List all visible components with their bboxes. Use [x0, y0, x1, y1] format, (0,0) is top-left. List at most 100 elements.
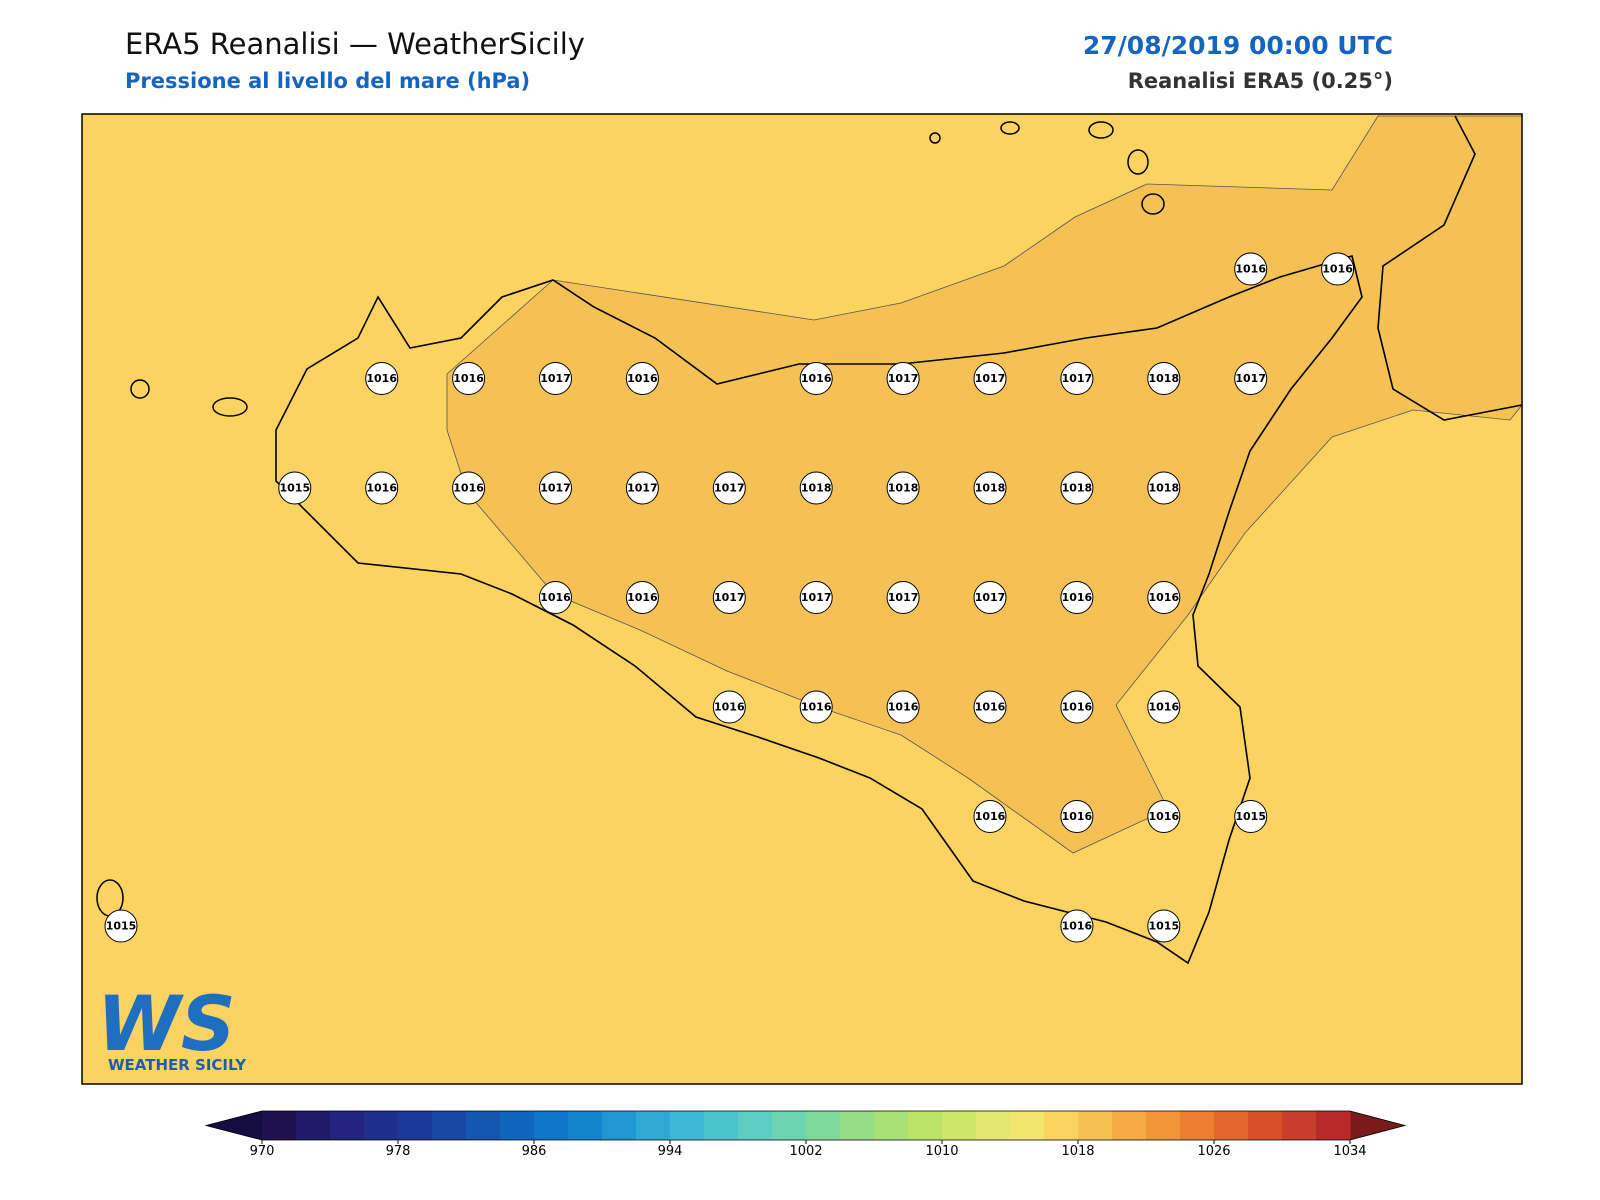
- colorbar-tick-label: 978: [386, 1144, 411, 1159]
- pressure-label: 1017: [714, 591, 745, 604]
- colorbar-bin: [1316, 1111, 1351, 1140]
- colorbar-tick-label: 1002: [789, 1144, 822, 1159]
- colorbar-bin: [908, 1111, 943, 1140]
- grid-marker: [799, 581, 833, 614]
- pressure-label: 1018: [801, 482, 832, 495]
- colorbar-tick-label: 970: [250, 1144, 275, 1159]
- grid-marker: [799, 471, 833, 505]
- colorbar-bin: [330, 1111, 365, 1140]
- colorbar-bin: [806, 1111, 841, 1140]
- grid-marker: [973, 690, 1007, 724]
- subtitle: Pressione al livello del mare (hPa): [125, 69, 530, 93]
- pressure-label: 1017: [1235, 372, 1266, 385]
- pressure-label: 1015: [1148, 920, 1179, 933]
- grid-marker: [278, 471, 312, 505]
- grid-marker: [365, 362, 399, 395]
- pressure-label: 1016: [1235, 263, 1266, 276]
- logo-text: WS: [97, 979, 236, 1068]
- pressure-label: 1017: [627, 482, 658, 495]
- pressure-label: 1016: [453, 482, 484, 495]
- pressure-label: 1016: [975, 701, 1006, 714]
- pressure-label: 1016: [888, 701, 919, 714]
- pressure-label: 1016: [975, 810, 1006, 823]
- pressure-label: 1016: [801, 372, 832, 385]
- grid-marker: [973, 471, 1007, 505]
- pressure-label: 1016: [1062, 591, 1093, 604]
- grid-marker: [886, 581, 920, 614]
- pressure-label: 1016: [714, 701, 745, 714]
- grid-marker: [1060, 909, 1094, 943]
- colorbar-bin: [1078, 1111, 1113, 1140]
- pressure-label: 1017: [1062, 372, 1093, 385]
- colorbar-bin: [874, 1111, 909, 1140]
- colorbar-bin: [534, 1111, 569, 1140]
- colorbar-tick-label: 1010: [925, 1144, 958, 1159]
- grid-marker: [104, 909, 138, 943]
- source: Reanalisi ERA5 (0.25°): [1128, 69, 1393, 93]
- pressure-label: 1015: [279, 482, 310, 495]
- grid-marker: [625, 581, 659, 614]
- grid-marker: [1060, 800, 1094, 833]
- grid-marker: [886, 690, 920, 724]
- colorbar-bin: [1044, 1111, 1079, 1140]
- grid-marker: [712, 581, 746, 614]
- colorbar-bin: [1180, 1111, 1215, 1140]
- logo-caption: WEATHER SICILY: [108, 1056, 247, 1074]
- colorbar-bin: [1248, 1111, 1283, 1140]
- grid-marker: [1060, 471, 1094, 505]
- pressure-label: 1016: [366, 372, 397, 385]
- grid-marker: [973, 800, 1007, 833]
- pressure-label: 1017: [975, 591, 1006, 604]
- grid-marker: [1147, 471, 1181, 505]
- colorbar-bin: [1146, 1111, 1181, 1140]
- grid-marker: [365, 471, 399, 505]
- pressure-label: 1018: [888, 482, 919, 495]
- pressure-label: 1017: [714, 482, 745, 495]
- grid-marker: [1234, 800, 1268, 833]
- grid-marker: [539, 581, 572, 614]
- grid-marker: [1147, 581, 1181, 614]
- grid-marker: [452, 362, 486, 395]
- grid-marker: [1147, 909, 1181, 943]
- colorbar-bin: [296, 1111, 331, 1140]
- pressure-label: 1016: [1148, 591, 1179, 604]
- grid-marker: [1060, 581, 1094, 614]
- colorbar-under: [206, 1111, 262, 1140]
- grid-marker: [799, 690, 833, 724]
- pressure-label: 1016: [1062, 701, 1093, 714]
- colorbar-over: [1350, 1111, 1405, 1140]
- pressure-label: 1018: [1148, 372, 1179, 385]
- colorbar-bin: [636, 1111, 671, 1140]
- sicily-coast: [275, 254, 1363, 965]
- pressure-label: 1016: [1062, 920, 1093, 933]
- grid-marker: [886, 362, 920, 395]
- colorbar-bin: [1282, 1111, 1317, 1140]
- pressure-label: 1017: [540, 372, 571, 385]
- colorbar-tick-label: 994: [658, 1144, 683, 1159]
- pressure-label: 1016: [1322, 263, 1353, 276]
- pressure-label: 1017: [801, 591, 832, 604]
- title: ERA5 Reanalisi — WeatherSicily: [125, 27, 585, 61]
- grid-marker: [625, 362, 659, 395]
- pressure-label: 1016: [1148, 701, 1179, 714]
- grid-marker: [1060, 690, 1094, 724]
- pressure-label: 1016: [366, 482, 397, 495]
- grid-marker: [799, 362, 833, 395]
- pressure-label: 1016: [627, 372, 658, 385]
- pressure-label: 1018: [1148, 482, 1179, 495]
- pressure-label: 1015: [1235, 810, 1266, 823]
- colorbar-bin: [364, 1111, 399, 1140]
- map-frame: [81, 113, 1523, 1085]
- pressure-label: 1018: [1062, 482, 1093, 495]
- colorbar-bin: [772, 1111, 807, 1140]
- pressure-label: 1016: [453, 372, 484, 385]
- colorbar-bin: [262, 1111, 297, 1140]
- grid-marker: [1234, 252, 1268, 286]
- colorbar-bin: [602, 1111, 637, 1140]
- colorbar-tick-label: 1034: [1333, 1144, 1366, 1159]
- grid-marker: [625, 471, 659, 505]
- colorbar-bin: [976, 1111, 1011, 1140]
- grid-marker: [973, 362, 1007, 395]
- date: 27/08/2019 00:00 UTC: [1083, 31, 1393, 60]
- grid-marker: [539, 471, 572, 505]
